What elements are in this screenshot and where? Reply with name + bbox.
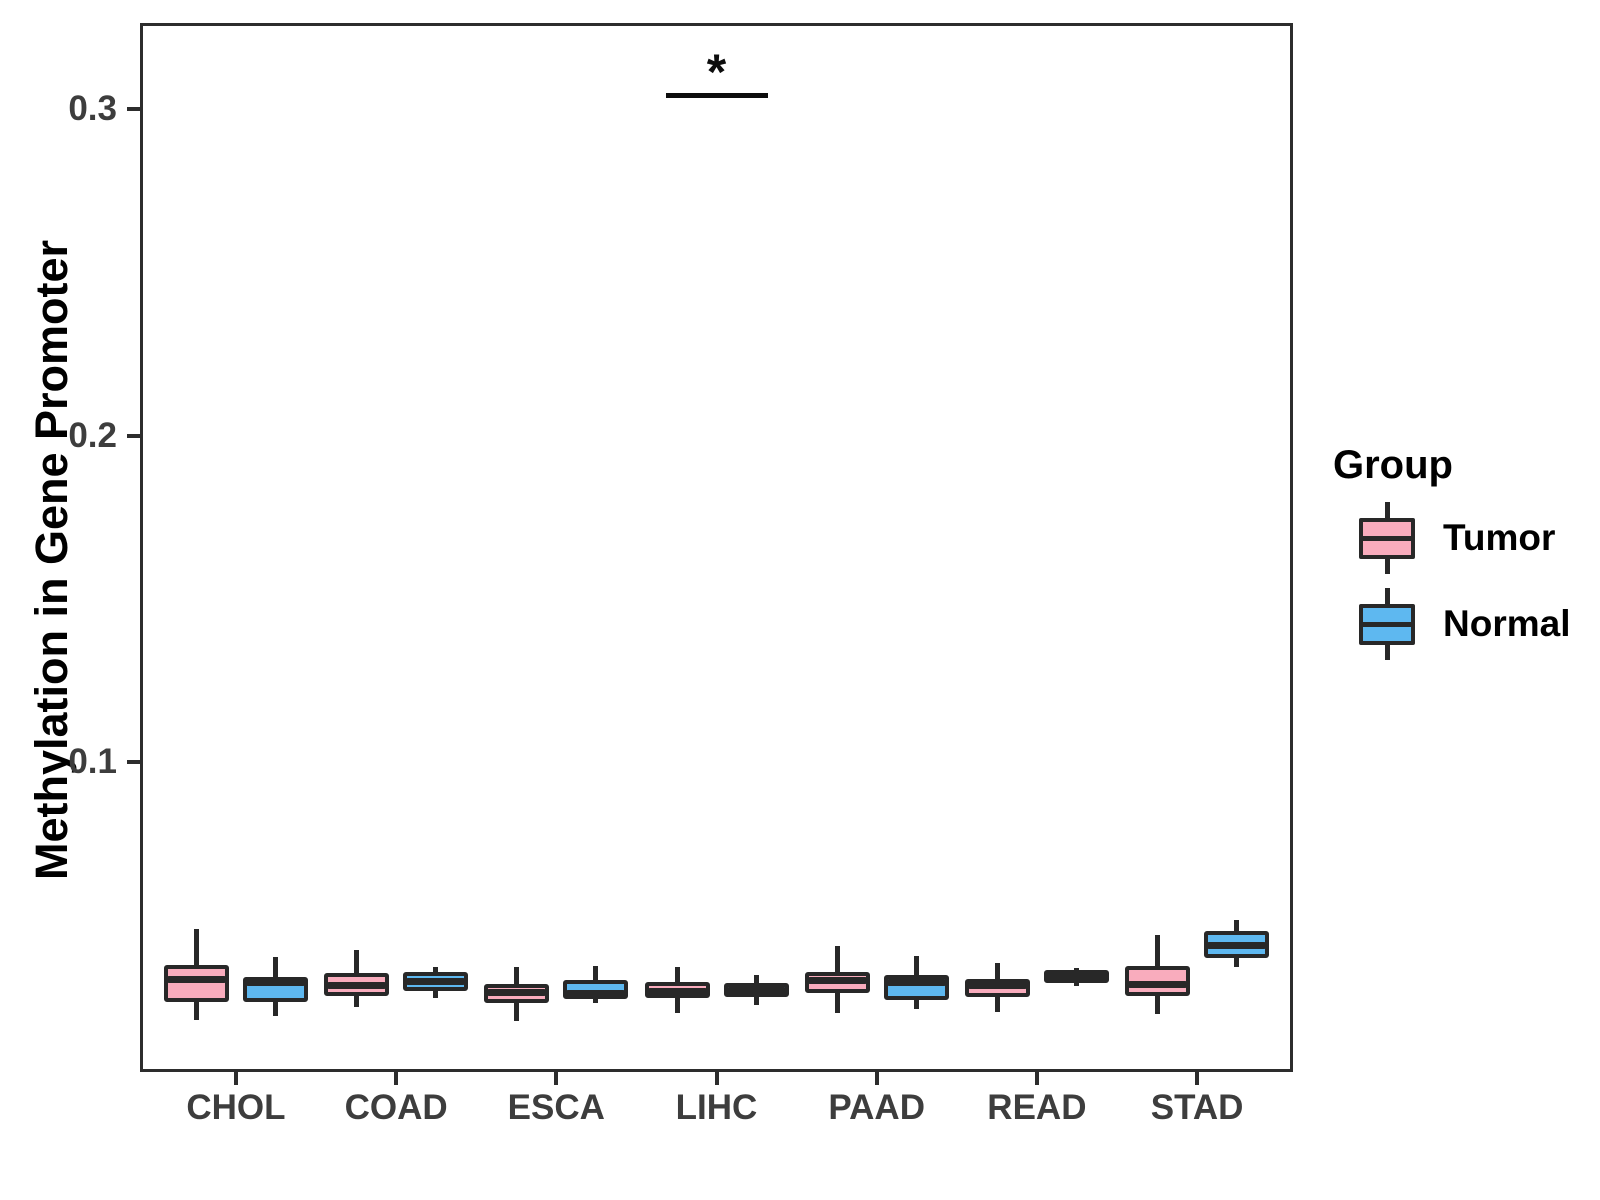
median-line (807, 976, 867, 984)
x-axis-tick (394, 1072, 399, 1085)
median-line (1128, 980, 1188, 988)
y-axis-tick (127, 107, 140, 112)
median-line (406, 978, 466, 985)
x-axis-tick-label: READ (987, 1088, 1087, 1127)
significance-bracket (665, 92, 768, 98)
x-axis-tick (233, 1072, 238, 1085)
median-line (967, 981, 1027, 989)
box (1125, 965, 1191, 996)
y-axis-tick-label: 0.3 (68, 89, 117, 129)
median-line (886, 978, 946, 986)
legend-label-tumor: Tumor (1443, 517, 1556, 558)
median-line (1046, 972, 1106, 980)
legend-entry-normal: Normal (1331, 588, 1570, 660)
significance-star: * (706, 43, 727, 100)
legend: Group Tumor Normal (1331, 443, 1570, 660)
median-line (166, 975, 226, 983)
legend-entry-tumor: Tumor (1331, 502, 1570, 574)
x-axis-tick (1034, 1072, 1039, 1085)
y-axis-title: Methylation in Gene Promoter (26, 239, 77, 881)
x-axis-tick-label: STAD (1150, 1088, 1244, 1127)
y-axis-tick (127, 760, 140, 765)
median-line (726, 987, 786, 995)
median-line (647, 988, 707, 996)
x-axis-tick-label: PAAD (828, 1088, 925, 1127)
median-line (487, 989, 547, 997)
median-line (327, 982, 387, 990)
y-axis-tick-label: 0.1 (68, 742, 117, 782)
median-line (245, 978, 305, 986)
x-axis-tick (1195, 1072, 1200, 1085)
legend-label-normal: Normal (1443, 603, 1571, 644)
legend-title: Group (1333, 443, 1453, 487)
boxplot-glyph-icon (1359, 588, 1415, 660)
x-axis-tick-label: CHOL (186, 1088, 286, 1127)
y-axis-tick-label: 0.2 (68, 415, 117, 455)
x-axis-tick (714, 1072, 719, 1085)
x-axis-tick (874, 1072, 879, 1085)
box (163, 965, 229, 1003)
y-axis-tick (127, 433, 140, 438)
plot-panel (140, 23, 1293, 1072)
boxplot-glyph-icon (1359, 502, 1415, 574)
x-axis-tick (554, 1072, 559, 1085)
median-line (566, 990, 626, 998)
x-axis-tick-label: COAD (344, 1088, 448, 1127)
median-line (1207, 942, 1267, 950)
x-axis-tick-label: LIHC (675, 1088, 758, 1127)
x-axis-tick-label: ESCA (507, 1088, 605, 1127)
